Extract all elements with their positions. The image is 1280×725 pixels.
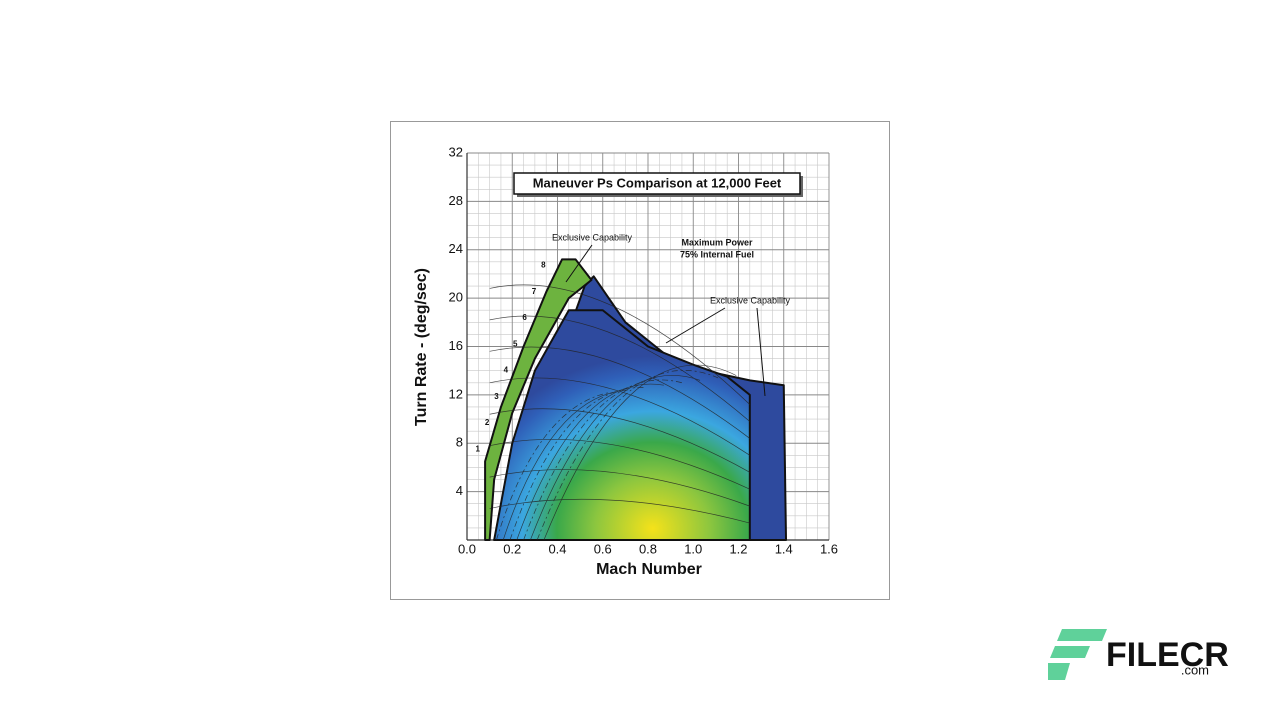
ps-contour [543,364,737,541]
ps-contour [530,375,701,541]
g-label: 3 [494,392,499,401]
annotation: Exclusive Capability [552,232,633,242]
watermark-brand: FILECR [1106,636,1229,674]
y-tick-label: 16 [449,338,463,353]
x-tick-label: 1.2 [729,541,747,556]
x-axis-label: Mach Number [596,561,702,578]
g-contour [489,408,750,473]
y-axis-label: Turn Rate - (deg/sec) [413,268,430,426]
ps-contour [523,379,683,541]
x-tick-label: 1.6 [820,541,838,556]
g-contour [489,284,751,405]
watermark-logo [1048,629,1107,680]
g-label: 2 [485,418,490,427]
annotation: Exclusive Capability [710,295,791,305]
g-label: 4 [504,366,509,375]
g-label: 7 [532,287,537,296]
y-tick-label: 28 [449,193,463,208]
x-tick-label: 0.6 [594,541,612,556]
y-tick-label: 32 [449,144,463,159]
x-tick-label: 0.0 [458,541,476,556]
ps-contour [536,370,719,541]
g-contour [489,439,750,490]
watermark-suffix: .com [1181,662,1209,677]
chart-title: Maneuver Ps Comparison at 12,000 Feet [533,175,782,190]
title-box: Maneuver Ps Comparison at 12,000 Feet [513,172,803,197]
ps-contour [496,392,610,541]
y-tick-label: 12 [449,386,463,401]
y-tick-label: 4 [456,483,463,498]
g-label: 1 [475,444,480,453]
envelope-area [484,258,593,541]
x-tick-label: 0.2 [503,541,521,556]
envelope-area [493,309,751,541]
g-label: 6 [522,313,527,322]
y-tick-label: 8 [456,435,463,450]
ps-contour [502,389,628,541]
g-contour [489,346,751,439]
g-contour [489,315,751,422]
plot [466,152,830,541]
y-tick-label: 24 [449,241,463,256]
g-label: 5 [513,339,518,348]
g-contour [489,377,751,456]
ps-contours [489,284,751,541]
x-tick-label: 0.4 [548,541,566,556]
y-tick-label: 20 [449,290,463,305]
annotation: Maximum Power [681,237,753,247]
g-label: 8 [541,261,546,270]
annotation-arrows [565,244,766,397]
g-contour [489,498,750,524]
x-tick-label: 0.8 [639,541,657,556]
annotation: 75% Internal Fuel [680,249,754,259]
x-tick-label: 1.4 [775,541,793,556]
g-contour [489,469,750,507]
x-tick-label: 1.0 [684,541,702,556]
